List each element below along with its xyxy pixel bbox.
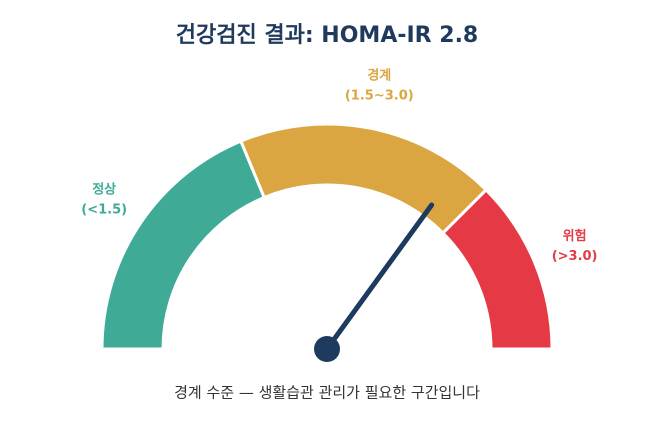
band-label: (<1.5): [81, 203, 127, 218]
band-name: 위험: [563, 228, 587, 244]
gauge-band: [100, 139, 267, 351]
needle: [324, 202, 435, 352]
band-name: 정상: [92, 182, 116, 198]
gauge-band: [238, 122, 489, 236]
band-name: 경계: [367, 68, 391, 84]
caption: 경계 수준 — 생활습관 관리가 필요한 구간입니다: [174, 384, 480, 402]
needle-hub: [314, 336, 340, 362]
gauge-band: [440, 187, 554, 351]
chart-title: 건강검진 결과: HOMA-IR 2.8: [176, 23, 478, 48]
band-label: (1.5~3.0): [345, 89, 414, 104]
band-label: (>3.0): [552, 249, 598, 264]
